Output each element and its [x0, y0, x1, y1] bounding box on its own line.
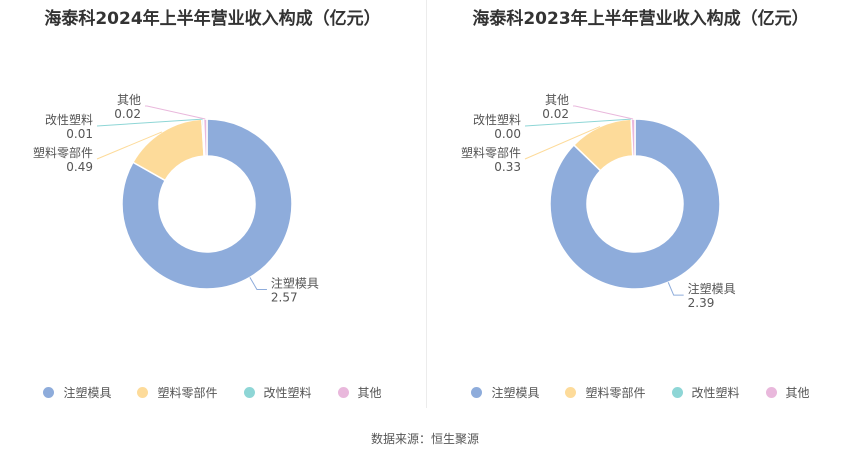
slice-injection-mold[interactable] [549, 118, 721, 290]
chart-title: 海泰科2023年上半年营业收入构成（亿元） [472, 9, 809, 29]
slice-value-injection-mold: 2.57 [271, 290, 298, 304]
legend-label: 其他 [357, 386, 382, 400]
legend-swatch [243, 387, 255, 398]
legend-item-modified-plastics[interactable]: 改性塑料 [243, 384, 312, 401]
slice-value-other: 0.02 [542, 107, 569, 121]
leader-line-injection-mold [249, 277, 267, 290]
panel-divider [426, 0, 427, 408]
legend-label: 其他 [785, 386, 810, 400]
slice-value-other: 0.02 [114, 107, 141, 121]
legend-item-plastic-parts[interactable]: 塑料零部件 [137, 384, 218, 401]
legend-item-other[interactable]: 其他 [337, 384, 382, 401]
legend-label: 注塑模具 [491, 386, 540, 400]
slice-label-injection-mold: 注塑模具 [688, 281, 736, 296]
legend-swatch [471, 387, 483, 398]
legend-item-injection-mold[interactable]: 注塑模具 [471, 384, 539, 401]
legend-item-modified-plastics[interactable]: 改性塑料 [671, 384, 740, 401]
slice-value-plastic-parts: 0.33 [494, 160, 521, 174]
leader-line-modified-plastics [524, 118, 632, 127]
legend-swatch [765, 387, 777, 398]
slice-label-other: 其他 [545, 93, 569, 107]
slice-label-modified-plastics: 改性塑料 [473, 112, 521, 127]
chart-panel-2024: 海泰科2024年上半年营业收入构成（亿元） 注塑模具 2.57 塑料零部件 0.49 改… [0, 0, 425, 420]
slice-label-plastic-parts: 塑料零部件 [461, 145, 521, 160]
leader-line-plastic-parts [96, 131, 163, 160]
chart-title: 海泰科2024年上半年营业收入构成（亿元） [44, 9, 381, 29]
legend-label: 塑料零部件 [585, 386, 646, 400]
legend-label: 改性塑料 [263, 386, 312, 400]
legend-swatch [337, 387, 349, 398]
legend-item-injection-mold[interactable]: 注塑模具 [43, 384, 111, 401]
leader-line-other [573, 105, 634, 120]
slice-value-plastic-parts: 0.49 [66, 160, 93, 174]
legend-label: 改性塑料 [691, 386, 740, 400]
legend-item-plastic-parts[interactable]: 塑料零部件 [565, 384, 646, 401]
legend-item-other[interactable]: 其他 [765, 384, 810, 401]
leader-line-modified-plastics [96, 118, 203, 127]
legend-swatch [671, 387, 683, 398]
legend-label: 注塑模具 [63, 386, 112, 400]
slice-value-modified-plastics: 0.01 [66, 127, 93, 141]
slice-label-modified-plastics: 改性塑料 [45, 112, 93, 127]
leader-line-plastic-parts [524, 126, 601, 160]
leader-line-injection-mold [667, 282, 684, 296]
slice-value-modified-plastics: 0.00 [494, 127, 521, 141]
leader-line-other [145, 105, 206, 120]
legend-swatch [137, 387, 149, 398]
chart-panel-2023: 海泰科2023年上半年营业收入构成（亿元） 注塑模具 2.39 塑料零部件 0.33 改… [428, 0, 850, 420]
legend-swatch [43, 387, 55, 398]
slice-value-injection-mold: 2.39 [688, 296, 715, 310]
legend: 注塑模具 塑料零部件 改性塑料 其他 [0, 384, 425, 401]
legend-label: 塑料零部件 [157, 386, 218, 400]
slice-label-other: 其他 [117, 93, 141, 107]
data-source: 数据来源：恒生聚源 [370, 432, 479, 446]
slice-label-injection-mold: 注塑模具 [271, 275, 319, 290]
legend: 注塑模具 塑料零部件 改性塑料 其他 [428, 384, 850, 401]
legend-swatch [565, 387, 577, 398]
slice-label-plastic-parts: 塑料零部件 [33, 145, 93, 160]
slice-injection-mold[interactable] [121, 118, 293, 290]
